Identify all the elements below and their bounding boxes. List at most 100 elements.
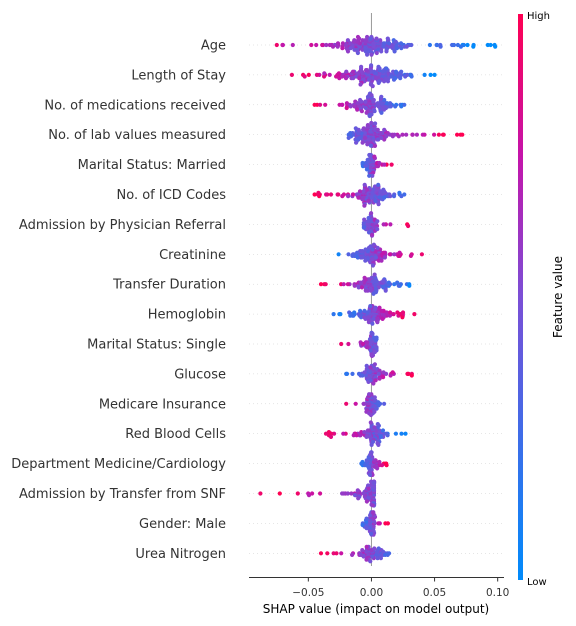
shap-point: [370, 84, 375, 89]
shap-point: [330, 44, 336, 49]
shap-point: [318, 282, 324, 287]
shap-point: [258, 491, 263, 496]
shap-point: [364, 499, 369, 504]
shap-point: [356, 496, 361, 501]
shap-point: [324, 42, 329, 48]
shap-point: [361, 225, 366, 230]
shap-point: [388, 310, 393, 315]
shap-point: [363, 38, 368, 43]
shap-point: [366, 483, 371, 488]
shap-point: [397, 253, 402, 258]
shap-point: [370, 232, 375, 237]
shap-point: [402, 192, 407, 197]
shap-point: [365, 34, 370, 40]
feature-label: No. of lab values measured: [48, 128, 226, 143]
shap-point: [377, 79, 382, 84]
shap-point: [388, 222, 393, 227]
shap-point: [314, 42, 319, 48]
shap-point: [391, 312, 396, 317]
shap-point: [388, 104, 393, 109]
shap-point: [460, 132, 465, 137]
shap-point: [340, 194, 345, 199]
shap-point: [362, 203, 367, 208]
shap-point: [360, 197, 365, 202]
shap-point: [360, 249, 365, 254]
shap-point: [381, 549, 386, 554]
shap-point: [359, 109, 364, 114]
shap-point: [351, 192, 356, 197]
shap-point: [324, 192, 329, 197]
shap-point: [451, 42, 457, 48]
shap-point: [359, 64, 364, 69]
colorbar-title: Feature value: [551, 256, 565, 338]
shap-point: [387, 313, 392, 318]
shap-point: [339, 341, 344, 347]
feature-label: No. of ICD Codes: [117, 188, 227, 203]
shap-point: [419, 252, 424, 257]
shap-point: [382, 127, 387, 132]
feature-label: Marital Status: Single: [87, 338, 226, 353]
feature-label: Admission by Transfer from SNF: [19, 487, 226, 502]
shap-point: [375, 127, 380, 132]
shap-point: [350, 69, 356, 74]
shap-point: [366, 320, 371, 325]
shap-point: [373, 290, 378, 295]
shap-point: [366, 486, 371, 491]
shap-point: [343, 42, 349, 48]
shap-point: [372, 154, 377, 159]
shap-point: [371, 480, 377, 485]
shap-point: [368, 143, 373, 148]
shap-point: [380, 105, 385, 111]
shap-point: [331, 551, 336, 556]
shap-point: [369, 93, 374, 98]
shap-point: [387, 252, 392, 257]
shap-point: [361, 77, 366, 82]
shap-point: [378, 434, 384, 439]
shap-point: [406, 223, 411, 229]
shap-point: [368, 304, 373, 309]
shap-point: [351, 433, 356, 438]
feature-label: Admission by Physician Referral: [19, 218, 226, 233]
shap-point: [348, 131, 353, 136]
shap-point: [310, 491, 315, 496]
shap-point: [379, 94, 384, 99]
shap-point: [363, 373, 369, 378]
shap-point: [277, 491, 282, 496]
shap-point: [428, 72, 433, 77]
shap-point: [371, 439, 376, 444]
shap-point: [327, 72, 332, 77]
shap-point: [344, 401, 349, 406]
shap-point: [362, 370, 367, 375]
shap-point: [360, 47, 365, 52]
shap-point: [345, 491, 350, 496]
shap-point: [379, 101, 384, 106]
shap-point: [438, 44, 443, 49]
shap-point: [363, 105, 368, 111]
shap-point: [340, 46, 345, 51]
shap-point: [376, 400, 381, 405]
shap-point: [370, 321, 375, 326]
shap-point: [363, 258, 368, 263]
shap-point: [368, 129, 373, 134]
shap-point: [390, 370, 395, 375]
shap-point: [328, 192, 334, 197]
shap-point: [368, 260, 373, 265]
shap-point: [363, 160, 368, 166]
shap-point: [374, 406, 379, 411]
shap-point: [389, 162, 394, 167]
shap-point: [306, 493, 312, 498]
shap-point: [367, 411, 372, 416]
shap-point: [346, 194, 351, 199]
shap-point: [360, 140, 365, 145]
shap-point: [357, 313, 362, 318]
shap-point: [379, 258, 384, 263]
shap-point: [328, 434, 334, 439]
shap-point: [366, 230, 372, 235]
shap-point: [315, 192, 320, 197]
shap-point: [371, 97, 376, 103]
shap-point: [364, 187, 370, 192]
x-tick-label: −0.05: [292, 587, 324, 599]
shap-point: [372, 272, 377, 277]
shap-point: [357, 189, 363, 194]
shap-point: [398, 76, 403, 81]
